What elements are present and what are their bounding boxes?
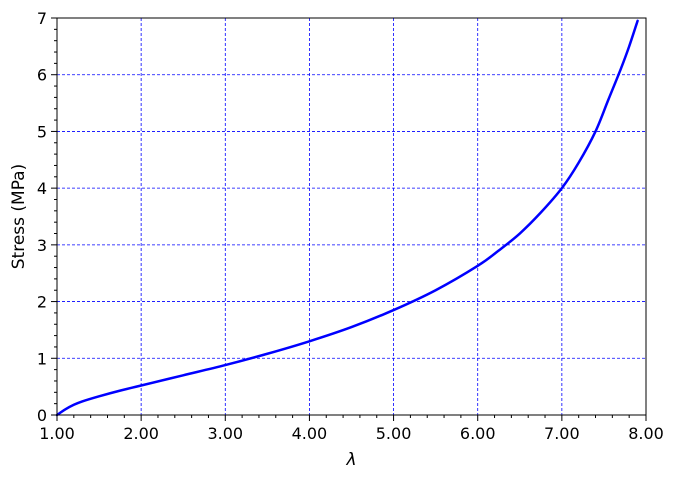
x-tick-label: 5.00 (376, 424, 412, 443)
y-tick-label: 5 (37, 122, 47, 141)
y-axis-label: Stress (MPa) (9, 164, 29, 270)
x-tick-label: 1.00 (39, 424, 75, 443)
series-layer (55, 19, 639, 417)
x-tick-label: 7.00 (544, 424, 580, 443)
y-tick-label: 6 (37, 66, 47, 85)
y-tick-label: 2 (37, 293, 47, 312)
x-tick-label: 4.00 (292, 424, 328, 443)
y-tick-label: 7 (37, 9, 47, 28)
x-tick-label: 2.00 (123, 424, 159, 443)
x-tick-label: 3.00 (207, 424, 243, 443)
tick-layer: 1.00 2.00 3.00 4.00 5.00 6.00 7.00 8.00 0 1 2 3 4 5 6 7 (37, 9, 664, 443)
x-tick-label: 8.00 (628, 424, 664, 443)
y-tick-label: 1 (37, 349, 47, 368)
y-tick-label: 4 (37, 179, 47, 198)
stress-curve (55, 19, 639, 417)
y-tick-label: 3 (37, 236, 47, 255)
x-tick-label: 6.00 (460, 424, 496, 443)
grid-layer (57, 18, 646, 415)
y-tick-label: 0 (37, 406, 47, 425)
plot-frame (56, 17, 647, 416)
x-axis-label: λ (345, 450, 356, 470)
